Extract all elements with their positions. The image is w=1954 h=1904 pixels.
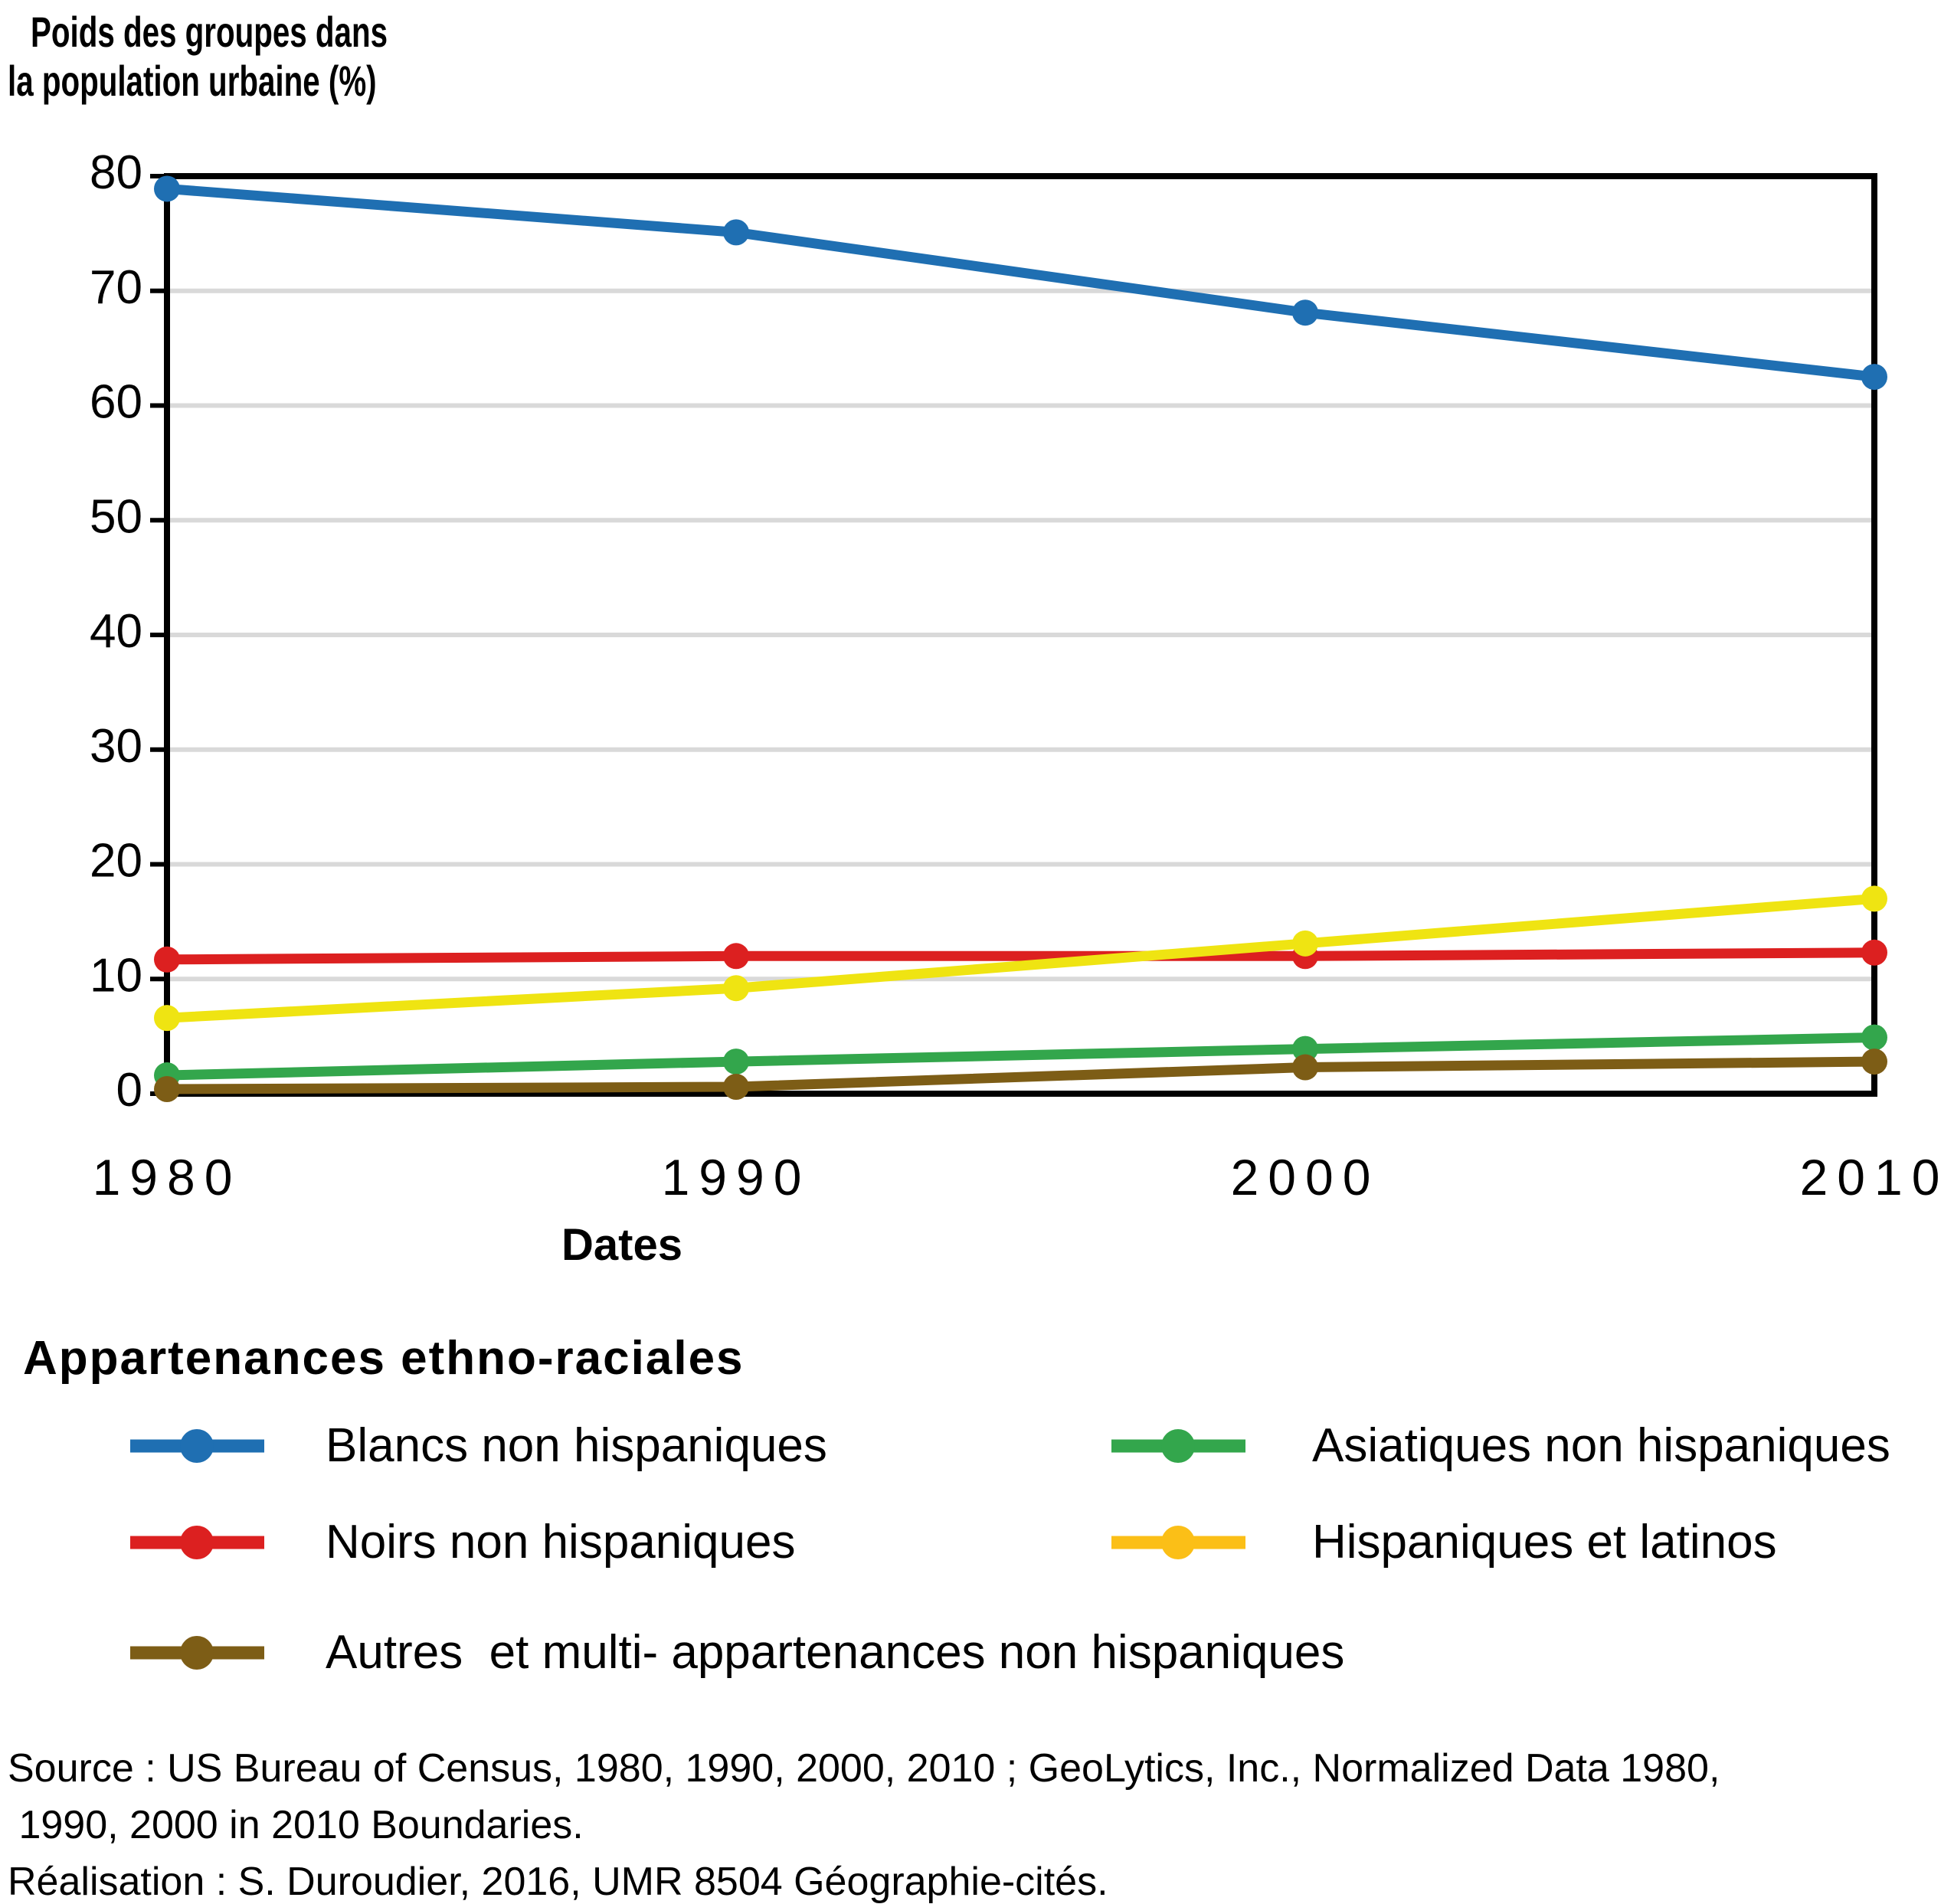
legend-line-dot-icon xyxy=(130,1636,264,1670)
source-line-3: Réalisation : S. Duroudier, 2016, UMR 85… xyxy=(8,1860,1108,1904)
x-tick-label-2000: 2000 xyxy=(1231,1149,1380,1206)
data-point-hispaniques-1980 xyxy=(154,1005,180,1032)
y-tick-label-30: 30 xyxy=(90,720,142,773)
data-point-noirs-2010 xyxy=(1861,939,1887,966)
legend-marker-hispaniques xyxy=(1108,1518,1268,1567)
legend-label-hispaniques: Hispaniques et latinos xyxy=(1312,1516,1777,1569)
data-point-blancs-2010 xyxy=(1861,364,1887,391)
data-point-autres-1980 xyxy=(154,1076,180,1103)
data-point-blancs-1980 xyxy=(154,175,180,202)
series-line-blancs xyxy=(162,183,1880,382)
legend-marker-asiatiques xyxy=(1108,1421,1268,1471)
line-chart: 0 10 20 30 40 50 60 70 80 1980 1990 2000 2010 Dates xyxy=(90,146,1949,1270)
y-tick-label-20: 20 xyxy=(90,835,142,888)
legend-title: Appartenances ethno-raciales xyxy=(23,1332,745,1385)
legend-marker-autres xyxy=(126,1628,287,1677)
y-tick-label-80: 80 xyxy=(90,146,142,199)
data-point-asiatiques-1990 xyxy=(723,1049,749,1075)
y-tick-label-70: 70 xyxy=(90,261,142,314)
series-line-autres xyxy=(162,1056,1880,1094)
legend-label-noirs: Noirs non hispaniques xyxy=(326,1516,796,1569)
y-tick-label-60: 60 xyxy=(90,376,142,429)
data-point-autres-1990 xyxy=(723,1074,749,1101)
series-line-noirs xyxy=(162,947,1880,965)
y-tick-label-40: 40 xyxy=(90,605,142,658)
y-tick-label-50: 50 xyxy=(90,490,142,543)
data-point-asiatiques-2000 xyxy=(1292,1035,1318,1062)
data-point-autres-2010 xyxy=(1861,1049,1887,1075)
legend-line-dot-icon xyxy=(130,1429,264,1463)
data-point-hispaniques-2000 xyxy=(1292,930,1318,957)
legend-marker-blancs xyxy=(126,1421,287,1471)
y-tick-label-0: 0 xyxy=(116,1064,142,1117)
source-line-1: Source : US Bureau of Census, 1980, 1990… xyxy=(8,1746,1720,1791)
source-note: Source : US Bureau of Census, 1980, 1990… xyxy=(8,1740,1720,1904)
legend-line-dot-icon xyxy=(1111,1429,1245,1463)
data-point-blancs-2000 xyxy=(1292,299,1318,326)
series-line-asiatiques xyxy=(162,1032,1880,1081)
legend-marker-noirs xyxy=(126,1518,287,1567)
x-tick-label-2010: 2010 xyxy=(1800,1149,1949,1206)
x-axis-title: Dates xyxy=(561,1220,682,1270)
data-point-blancs-1990 xyxy=(723,219,749,246)
series-line-hispaniques xyxy=(162,893,1880,1023)
data-point-hispaniques-2010 xyxy=(1861,885,1887,912)
x-tick-label-1990: 1990 xyxy=(662,1149,811,1206)
x-tick-label-1980: 1980 xyxy=(93,1149,242,1206)
chart-title-line-2: la population urbaine (%) xyxy=(8,57,377,105)
data-point-autres-2000 xyxy=(1292,1054,1318,1081)
legend-label-blancs: Blancs non hispaniques xyxy=(326,1419,827,1472)
legend-label-autres: Autres et multi- appartenances non hispa… xyxy=(326,1626,1345,1679)
data-point-noirs-1980 xyxy=(154,946,180,973)
source-line-2: 1990, 2000 in 2010 Boundaries. xyxy=(8,1803,584,1847)
legend-line-dot-icon xyxy=(130,1526,264,1559)
data-point-noirs-1990 xyxy=(723,943,749,970)
chart-title-line-1: Poids des groupes dans xyxy=(31,8,388,56)
data-point-hispaniques-1990 xyxy=(723,975,749,1002)
legend-line-dot-icon xyxy=(1111,1526,1245,1559)
data-point-asiatiques-2010 xyxy=(1861,1024,1887,1051)
y-tick-label-10: 10 xyxy=(90,949,142,1002)
legend-label-asiatiques: Asiatiques non hispaniques xyxy=(1312,1419,1890,1472)
